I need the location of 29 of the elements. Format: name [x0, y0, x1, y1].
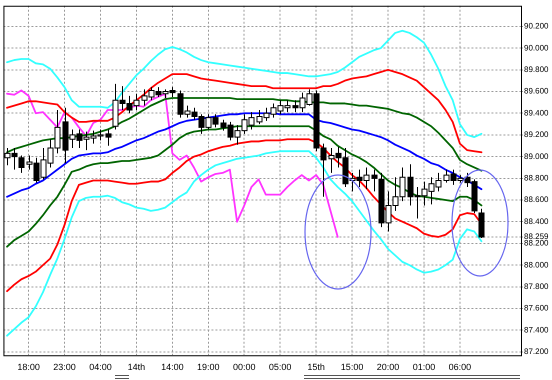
y-tick-label: 89.000: [524, 152, 550, 161]
y-tick-label: 88.200: [524, 238, 550, 248]
x-tick-label: 23:00: [53, 362, 76, 372]
x-tick-label: 15:00: [340, 362, 364, 372]
y-tick-label: 90.000: [524, 43, 550, 52]
x-tick-label: 15th: [307, 362, 325, 372]
y-tick-label: 88.800: [524, 174, 550, 183]
x-tick-label: 00:00: [232, 362, 256, 372]
x-tick-label: 01:00: [412, 362, 436, 372]
y-tick-label: 87.800: [524, 282, 550, 292]
x-tick-label: 05:00: [268, 362, 292, 372]
y-tick-label: 87.400: [524, 325, 550, 334]
y-tick-label: 89.200: [524, 130, 550, 140]
x-tick-label: 14th: [128, 362, 146, 372]
y-tick-label: 87.600: [524, 304, 550, 313]
y-tick-label: 89.600: [524, 86, 550, 96]
x-tick-label: 20:00: [376, 362, 400, 372]
y-tick-label: 90.200: [524, 22, 550, 31]
y-tick-label: 88.600: [524, 195, 550, 204]
x-tick-label: 06:00: [448, 362, 472, 372]
y-tick-label: 89.800: [524, 65, 550, 74]
y-tick-label: 88.000: [524, 260, 550, 270]
x-tick-label: 19:00: [197, 362, 220, 372]
y-tick-label: 87.200: [524, 347, 550, 356]
x-tick-label: 14:00: [161, 362, 184, 372]
x-tick-label: 04:00: [89, 362, 112, 372]
y-tick-label: 89.400: [524, 108, 550, 118]
y-tick-label: 88.400: [524, 216, 550, 226]
x-tick-label: 18:00: [17, 362, 40, 372]
